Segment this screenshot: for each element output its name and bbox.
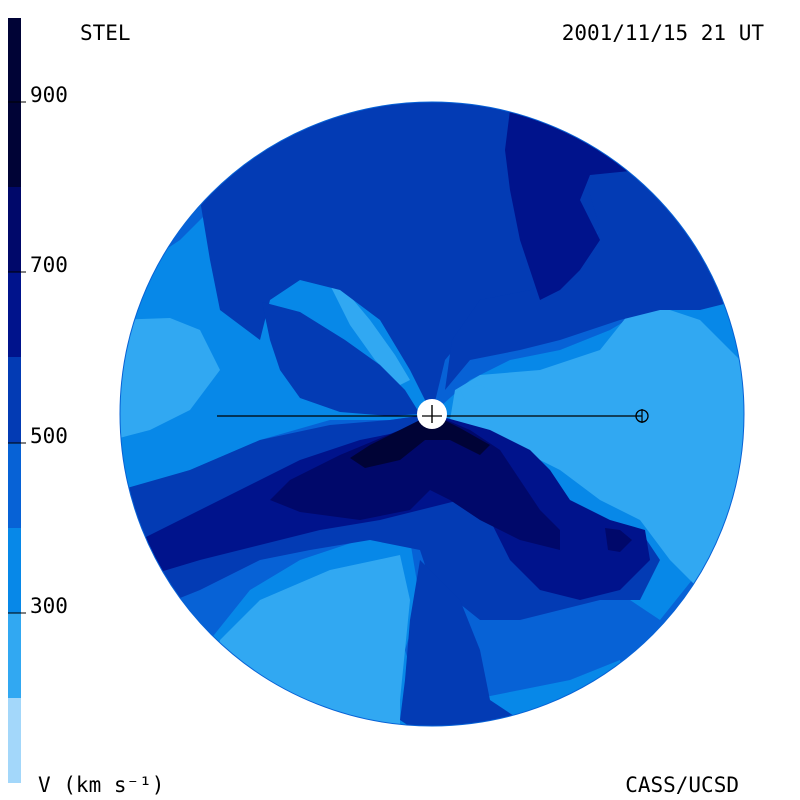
region-right-darkest-spot [605,528,632,552]
colorbar-level-200 [8,698,21,783]
velocity-disc [120,102,744,726]
colorbar-level-600 [8,357,21,443]
region-bottom-center-dark [400,560,520,726]
region-small-spot [460,385,495,400]
colorbar-tick-label-900: 900 [30,83,68,107]
region-core-black [350,414,490,468]
region-streak-lightest [330,285,410,385]
colorbar-level-300 [8,613,21,698]
source-label: STEL [80,21,131,45]
region-top-dark [200,102,600,414]
timestamp: 2001/11/15 21 UT [562,21,765,45]
earth-icon [635,409,649,423]
region-left-lightest [120,318,220,440]
colorbar: 900 700 500 300 [8,18,68,783]
colorbar-level-800 [8,187,21,272]
colorbar-level-400 [8,528,21,613]
colorbar-level-700 [8,272,21,357]
region-upper-left-dark [262,302,420,416]
region-center-black [270,414,560,550]
colorbar-tick-label-300: 300 [30,594,68,618]
credit-label: CASS/UCSD [625,773,739,797]
unit-label: V (km s⁻¹) [38,773,164,797]
colorbar-tick-label-500: 500 [30,424,68,448]
disc-outline [119,101,745,727]
region-top-right-darkest [505,110,640,300]
colorbar-level-500 [8,443,21,528]
colorbar-tick-label-700: 700 [30,253,68,277]
region-right-lightest [450,300,744,600]
